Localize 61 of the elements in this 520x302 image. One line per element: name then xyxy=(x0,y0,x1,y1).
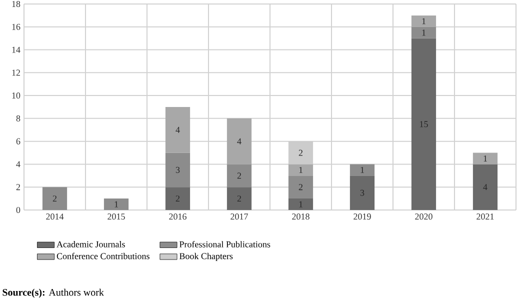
bar xyxy=(42,187,68,210)
bar xyxy=(472,152,498,164)
bar xyxy=(165,106,190,153)
x-tick-label: 2021 xyxy=(476,214,494,220)
data-label: 3 xyxy=(176,166,180,173)
data-label: 1 xyxy=(422,30,426,36)
x-tick-label: 2017 xyxy=(230,214,248,220)
bar xyxy=(411,26,436,38)
bar xyxy=(165,187,190,210)
y-tick-label: 4 xyxy=(16,161,20,168)
data-label: 2 xyxy=(52,196,57,202)
bar xyxy=(411,15,436,27)
data-label: 15 xyxy=(420,121,428,128)
y-tick-label: 0 xyxy=(16,206,20,214)
y-tick-label: 16 xyxy=(12,24,20,30)
data-label: 1 xyxy=(299,166,302,173)
bar xyxy=(226,187,252,210)
data-label: 3 xyxy=(360,190,364,196)
legend-label: Book Chapters xyxy=(179,252,233,262)
x-tick-label: 2019 xyxy=(354,214,371,220)
bar xyxy=(350,164,375,176)
bar xyxy=(288,198,314,210)
x-tick-label: 2015 xyxy=(108,214,125,220)
bar xyxy=(226,118,252,164)
bar xyxy=(165,152,190,188)
bar xyxy=(472,164,498,210)
data-label: 1 xyxy=(484,156,487,162)
y-tick-label: 10 xyxy=(12,92,20,99)
y-tick-label: 12 xyxy=(12,70,20,76)
x-tick-label: 2016 xyxy=(169,214,186,220)
data-label: 1 xyxy=(422,18,426,24)
bar xyxy=(226,164,252,188)
x-tick-label: 2020 xyxy=(415,214,432,220)
x-tick-label: 2014 xyxy=(46,214,64,220)
y-tick-label: 8 xyxy=(16,115,20,122)
bar xyxy=(288,141,314,164)
y-tick-label: 18 xyxy=(12,0,20,8)
data-label: 4 xyxy=(176,126,180,133)
legend-label: Conference Contributions xyxy=(56,252,150,260)
bar xyxy=(288,176,314,199)
data-label: 2 xyxy=(176,196,180,202)
y-tick-label: 6 xyxy=(16,138,20,144)
data-label: 1 xyxy=(360,166,364,173)
y-tick-label: 14 xyxy=(12,46,20,53)
text: Source(s): Authors work xyxy=(2,288,104,298)
data-label: 1 xyxy=(114,201,118,208)
data-label: 4 xyxy=(483,184,488,190)
bar xyxy=(288,164,314,176)
data-label: 2 xyxy=(298,184,302,190)
bar xyxy=(104,198,129,210)
data-label: 2 xyxy=(298,150,302,156)
legend-label: Professional Publications xyxy=(179,240,270,248)
x-tick-label: 2018 xyxy=(292,214,310,220)
bar xyxy=(411,38,436,210)
data-label: 2 xyxy=(237,172,241,179)
data-label: 1 xyxy=(299,201,302,208)
bar xyxy=(350,176,375,210)
data-label: 4 xyxy=(237,138,242,144)
data-label: 2 xyxy=(237,196,241,202)
legend-label: Academic Journals xyxy=(56,241,125,248)
y-tick-label: 2 xyxy=(16,184,20,190)
